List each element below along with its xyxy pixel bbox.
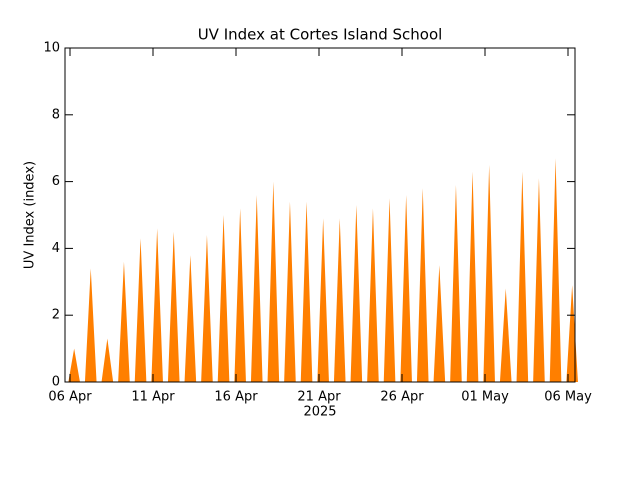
x-tick-label: 26 Apr (380, 390, 424, 405)
plot-frame (64, 47, 576, 383)
uv-spike (234, 208, 246, 382)
uv-spike (134, 238, 147, 382)
y-tick-label: 8 (52, 107, 60, 122)
uv-spike (466, 171, 479, 382)
uv-spike (400, 194, 412, 382)
uv-spike (201, 235, 213, 382)
uv-spike (284, 201, 296, 382)
uv-spike (217, 215, 230, 382)
uv-spike (167, 231, 180, 382)
y-tick-label: 10 (43, 41, 60, 56)
uv-spike (483, 164, 495, 382)
uv-spike (118, 261, 130, 382)
uv-spike (416, 188, 429, 382)
y-tick-label: 0 (52, 375, 60, 390)
uv-spike (516, 171, 529, 382)
uv-spike (68, 348, 80, 382)
uv-spike (151, 228, 163, 382)
x-tick-label: 06 Apr (48, 390, 92, 405)
x-tick-label: 06 May (544, 390, 592, 405)
uv-spike (533, 178, 545, 382)
x-tick-label: 01 May (461, 390, 509, 405)
uv-spike (383, 198, 396, 382)
uv-spike (317, 218, 329, 382)
y-axis-label: UV Index (index) (23, 161, 38, 269)
chart-title: UV Index at Cortes Island School (198, 26, 443, 44)
x-tick-label: 11 Apr (131, 390, 175, 405)
uv-spike (267, 181, 280, 382)
x-axis-label: 2025 (303, 405, 336, 420)
uv-spike (433, 265, 446, 382)
y-tick-label: 6 (52, 174, 60, 189)
uv-spike (250, 194, 263, 382)
uv-spike (549, 158, 562, 382)
y-tick-label: 2 (52, 308, 60, 323)
uv-spike (101, 338, 114, 382)
uv-spike (350, 204, 363, 382)
uv-spike (300, 201, 313, 382)
uv-spike (184, 255, 197, 382)
uv-spike (333, 218, 346, 382)
uv-spike (450, 184, 462, 382)
y-tick-label: 4 (52, 241, 60, 256)
x-tick-label: 21 Apr (297, 390, 341, 405)
uv-spike (367, 208, 379, 382)
x-tick-label: 16 Apr (214, 390, 258, 405)
uv-spike (84, 268, 97, 382)
uv-spike (499, 288, 512, 382)
